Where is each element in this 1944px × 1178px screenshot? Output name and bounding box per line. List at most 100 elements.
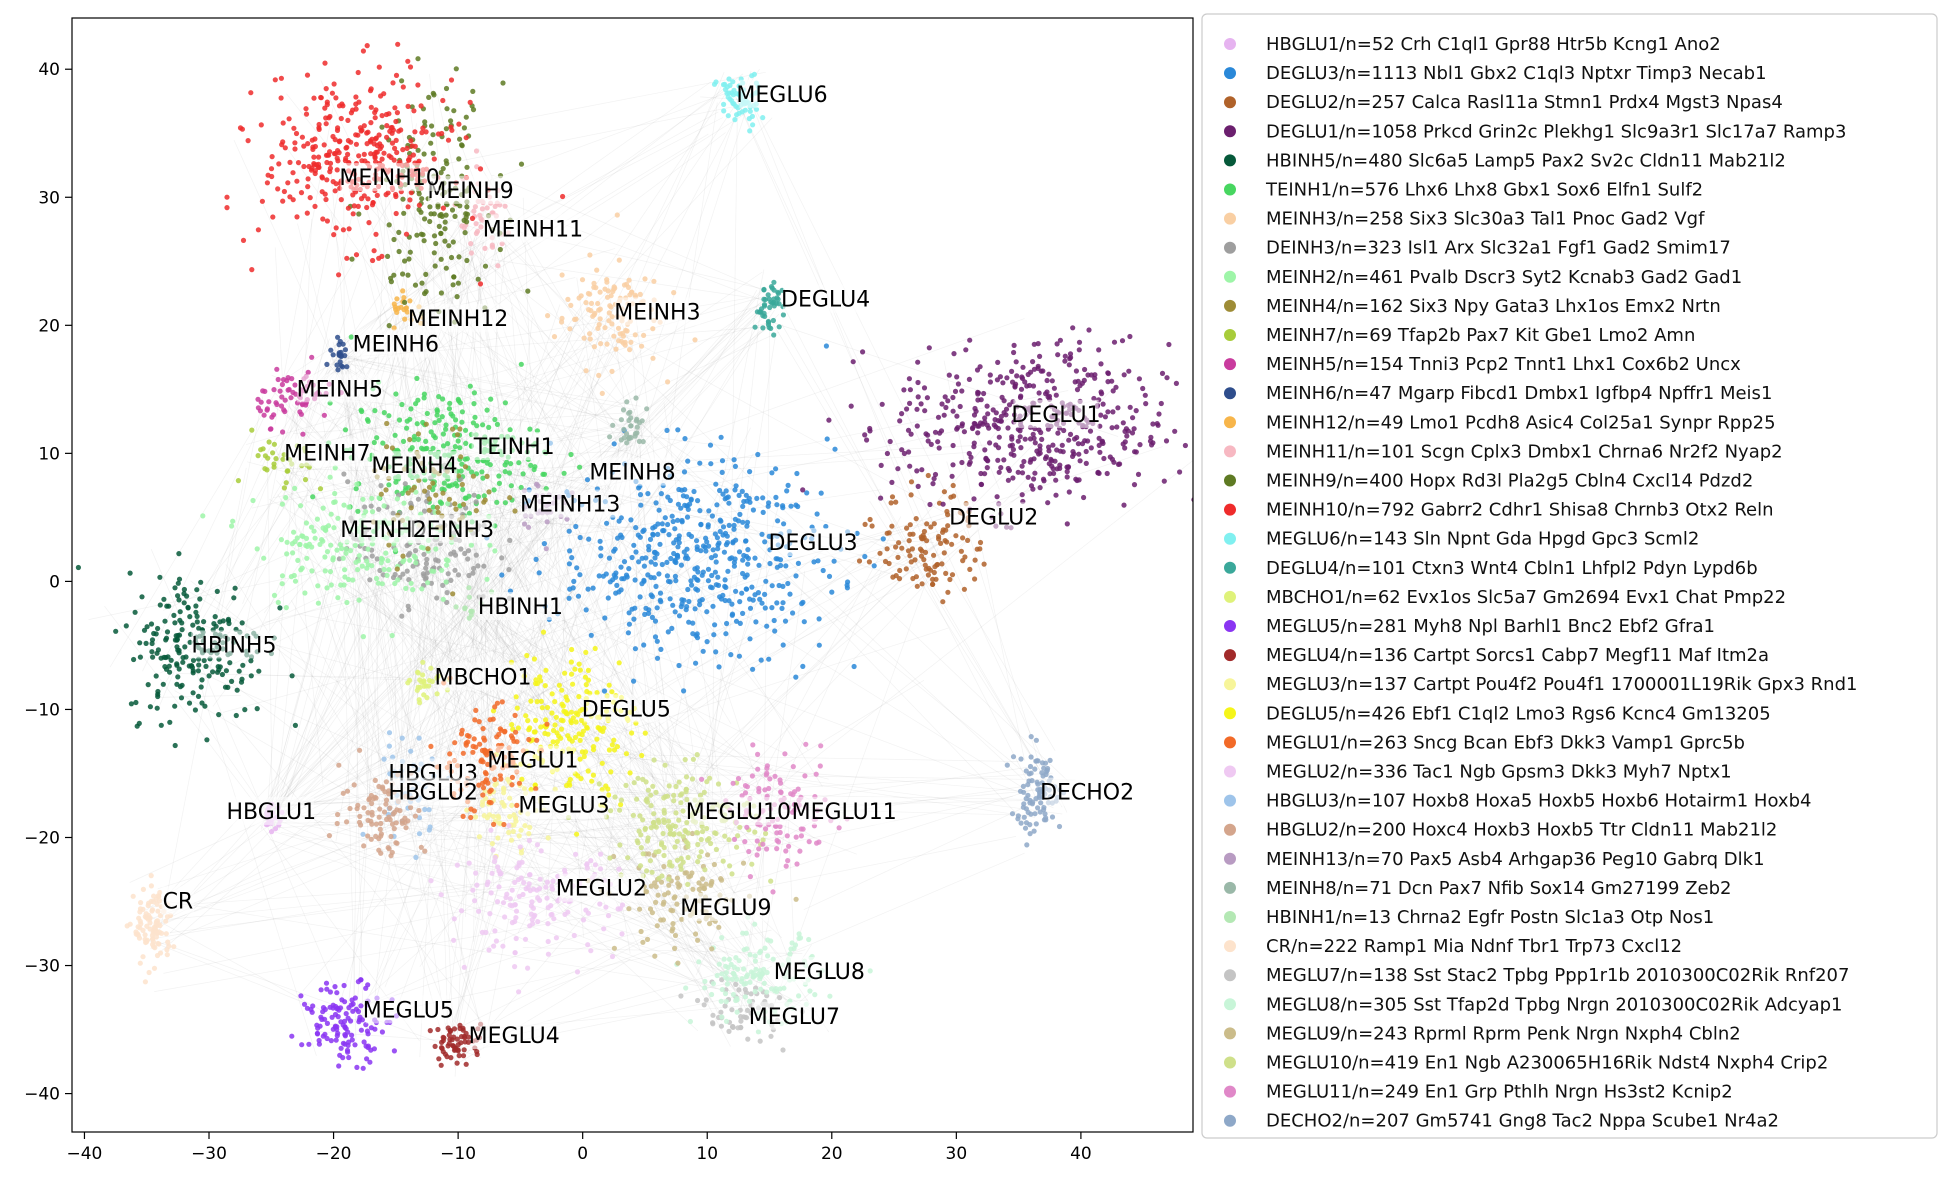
point <box>287 116 292 121</box>
point <box>325 549 330 554</box>
point <box>664 560 669 565</box>
point <box>450 482 455 487</box>
point <box>573 735 578 740</box>
point <box>406 256 411 261</box>
point <box>446 571 451 576</box>
point <box>1103 414 1108 419</box>
point <box>359 1028 364 1033</box>
point <box>543 668 548 673</box>
point <box>421 692 426 697</box>
point <box>724 621 729 626</box>
point <box>611 334 616 339</box>
point <box>290 550 295 555</box>
point <box>385 558 390 563</box>
point <box>356 1009 361 1014</box>
point <box>329 512 334 517</box>
point <box>255 706 260 711</box>
point <box>614 583 619 588</box>
point <box>403 825 408 830</box>
point <box>586 768 591 773</box>
point <box>760 115 765 120</box>
point <box>279 537 284 542</box>
point <box>404 232 409 237</box>
point <box>457 426 462 431</box>
point <box>367 577 372 582</box>
point <box>436 1056 441 1061</box>
point <box>356 211 361 216</box>
point <box>715 535 720 540</box>
point <box>508 427 513 432</box>
point <box>1009 369 1014 374</box>
point <box>151 939 156 944</box>
point <box>710 1020 715 1025</box>
point <box>271 387 276 392</box>
point <box>1058 338 1063 343</box>
point <box>325 218 330 223</box>
point <box>336 1063 341 1068</box>
point <box>324 121 329 126</box>
point <box>649 592 654 597</box>
point <box>242 707 247 712</box>
point <box>187 614 192 619</box>
point <box>720 987 725 992</box>
point <box>417 736 422 741</box>
point <box>203 664 208 669</box>
point <box>947 577 952 582</box>
point <box>451 938 456 943</box>
point <box>519 850 524 855</box>
point <box>448 118 453 123</box>
point <box>141 887 146 892</box>
point <box>292 140 297 145</box>
point <box>329 582 334 587</box>
point <box>663 515 668 520</box>
point <box>469 250 474 255</box>
point <box>1070 325 1075 330</box>
point <box>161 597 166 602</box>
point <box>920 536 925 541</box>
point <box>456 122 461 127</box>
point <box>1000 380 1005 385</box>
point <box>467 734 472 739</box>
point <box>357 748 362 753</box>
point <box>462 1034 467 1039</box>
point <box>280 139 285 144</box>
point <box>609 369 614 374</box>
point <box>190 623 195 628</box>
point <box>756 1029 761 1034</box>
point <box>1028 370 1033 375</box>
point <box>291 126 296 131</box>
point <box>328 543 333 548</box>
point <box>1089 445 1094 450</box>
point <box>569 555 574 560</box>
point <box>604 280 609 285</box>
point <box>661 864 666 869</box>
point <box>291 530 296 535</box>
point <box>277 605 282 610</box>
point <box>196 668 201 673</box>
point <box>1045 378 1050 383</box>
point <box>573 852 578 857</box>
point <box>781 312 786 317</box>
point <box>300 432 305 437</box>
point <box>395 577 400 582</box>
point <box>320 216 325 221</box>
point <box>695 498 700 503</box>
point <box>826 418 831 423</box>
point <box>597 726 602 731</box>
point <box>283 495 288 500</box>
point <box>503 400 508 405</box>
point <box>1136 472 1141 477</box>
point <box>450 207 455 212</box>
point <box>462 125 467 130</box>
point <box>480 802 485 807</box>
point <box>240 620 245 625</box>
point <box>481 564 486 569</box>
point <box>718 518 723 523</box>
point <box>552 722 557 727</box>
point <box>526 885 531 890</box>
point <box>473 871 478 876</box>
point <box>951 494 956 499</box>
point <box>682 469 687 474</box>
point <box>133 929 138 934</box>
point <box>199 700 204 705</box>
